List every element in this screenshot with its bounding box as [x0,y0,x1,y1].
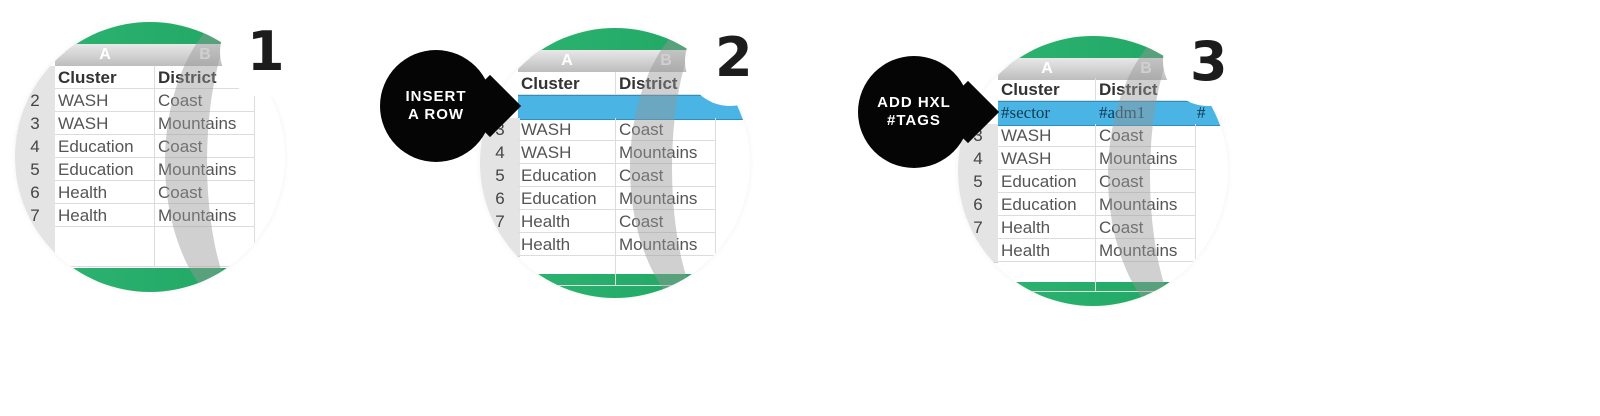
column-header-a: A [55,44,156,66]
row-number: 6 [958,193,998,217]
row-number: 4 [15,135,55,159]
row-number: 3 [15,112,55,136]
hxl-tag-sector: #sector [1001,103,1051,122]
cell-cluster: Health [998,239,1096,262]
row-number: 5 [15,158,55,182]
cell-cluster: Health [998,216,1096,239]
cell-cluster: Education [998,170,1096,193]
callout-text-line2: A ROW [407,106,465,123]
row-number [958,239,998,263]
header-cell-cluster: Cluster [998,78,1096,101]
cell-cluster: WASH [998,147,1096,170]
step-number: 1 [247,20,285,83]
cell-cluster: Education [518,164,616,187]
cell-cluster: Education [998,193,1096,216]
magnifier-notch [1163,16,1253,106]
row-number: 7 [15,204,55,228]
cell-empty [55,227,155,267]
cell-cluster: WASH [998,124,1096,147]
callout-text-line2: #TAGS [887,112,941,129]
cell-cluster: Health [518,233,616,256]
callout-text-line1: INSERT [405,88,467,105]
callout-bubble: ADD HXL #TAGS [858,56,970,168]
magnifier-notch [685,16,775,106]
row-number [15,66,55,90]
row-number [15,227,55,268]
row-number: 4 [480,141,520,165]
cell-cluster: Education [518,187,616,210]
cell-cluster: WASH [55,89,155,112]
step-number: 3 [1190,30,1228,93]
row-number [480,233,520,257]
row-number: 7 [480,210,520,234]
cell-cluster: Health [518,210,616,233]
row-number: 4 [958,147,998,171]
callout-text-line1: ADD HXL [877,94,951,111]
row-number: 5 [958,170,998,194]
cell-empty [518,256,616,286]
header-cell-cluster: Cluster [518,72,616,95]
cell-cluster: Education [55,158,155,181]
column-header-a: A [518,50,617,72]
cell-cluster: WASH [518,141,616,164]
row-number: 6 [480,187,520,211]
magnifier-notch [220,7,310,97]
callout-bubble: INSERT A ROW [380,50,492,162]
cell-cluster: Health [55,204,155,227]
cell-cluster: Education [55,135,155,158]
cell-cluster: WASH [55,112,155,135]
row-number: 7 [958,216,998,240]
column-header-a: A [998,58,1097,80]
cell-cluster: Health [55,181,155,204]
row-number: 6 [15,181,55,205]
cell-empty [998,262,1096,292]
magnifier-circle: A B Cluster District #sector #adm1 # 3 W… [958,36,1228,306]
header-cell-cluster: Cluster [55,66,155,89]
row-number: 2 [15,89,55,113]
cell-cluster: WASH [518,118,616,141]
step-number: 2 [715,26,753,89]
row-number: 5 [480,164,520,188]
